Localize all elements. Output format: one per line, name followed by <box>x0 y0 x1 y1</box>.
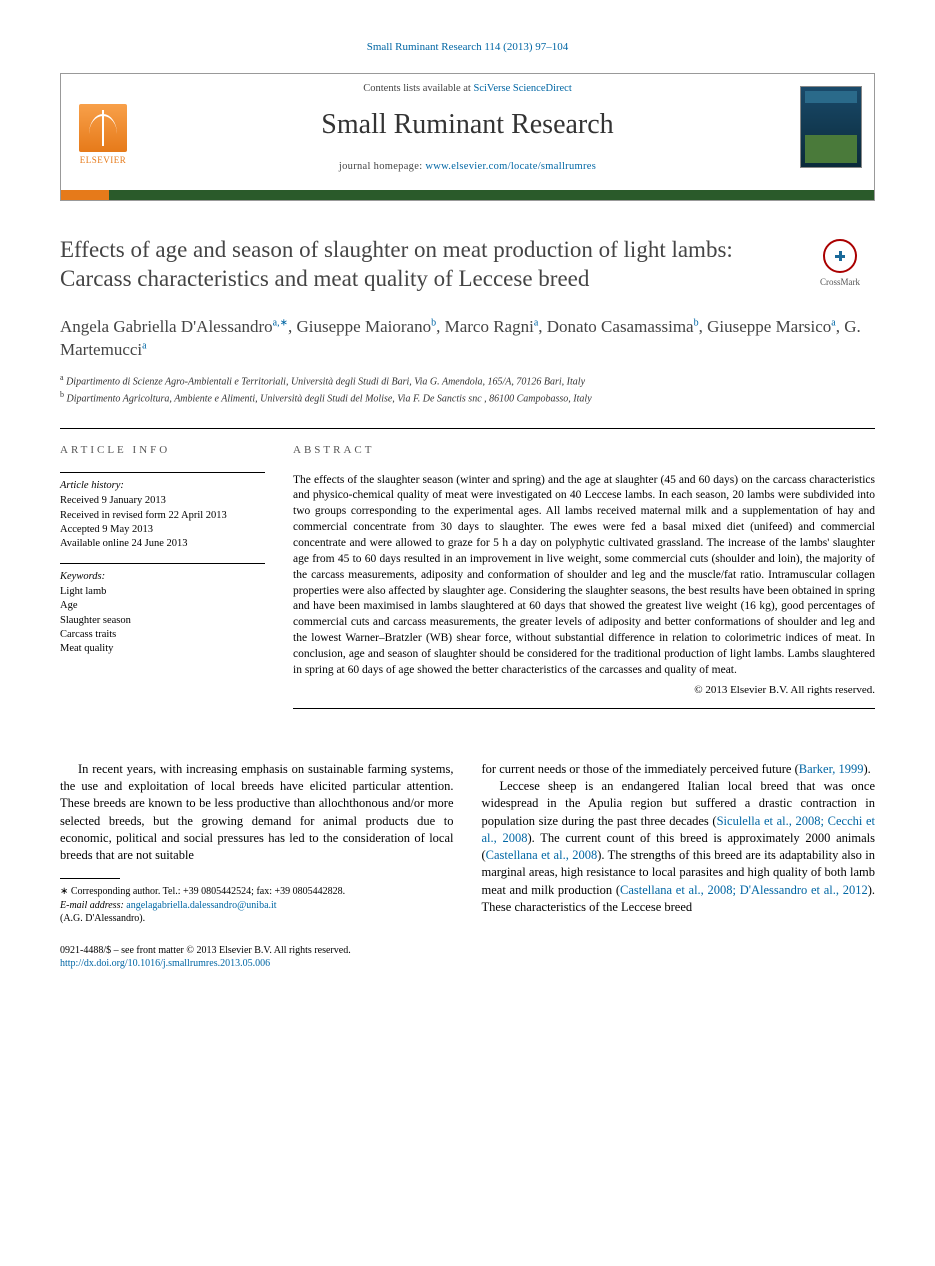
body-paragraph: In recent years, with increasing emphasi… <box>60 761 454 865</box>
crossmark-icon <box>823 239 857 273</box>
homepage-prefix: journal homepage: <box>339 161 425 172</box>
elsevier-tree-icon <box>79 104 127 152</box>
corresponding-author-note: ∗ Corresponding author. Tel.: +39 080544… <box>60 885 454 899</box>
corresponding-email-link[interactable]: angelagabriella.dalessandro@uniba.it <box>126 900 276 911</box>
abstract-copyright: © 2013 Elsevier B.V. All rights reserved… <box>293 683 875 698</box>
keywords-label: Keywords: <box>60 570 265 584</box>
body-right-column: for current needs or those of the immedi… <box>482 761 876 926</box>
publisher-logo-text: ELSEVIER <box>73 154 133 166</box>
citation-link[interactable]: Barker, 1999 <box>799 762 864 776</box>
publisher-logo: ELSEVIER <box>73 104 133 166</box>
keyword: Age <box>60 599 265 613</box>
contents-available-line: Contents lists available at SciVerse Sci… <box>151 82 784 96</box>
keyword: Slaughter season <box>60 614 265 628</box>
body-paragraph: for current needs or those of the immedi… <box>482 761 876 778</box>
abstract-text: The effects of the slaughter season (win… <box>293 473 875 679</box>
keywords-block: Keywords: Light lamb Age Slaughter seaso… <box>60 563 265 656</box>
article-title: Effects of age and season of slaughter o… <box>60 235 785 294</box>
email-line: E-mail address: angelagabriella.dalessan… <box>60 899 454 913</box>
contents-prefix: Contents lists available at <box>363 83 473 94</box>
journal-reference: Small Ruminant Research 114 (2013) 97–10… <box>60 40 875 55</box>
history-online: Available online 24 June 2013 <box>60 537 265 551</box>
affiliation-b: b Dipartimento Agricoltura, Ambiente e A… <box>60 389 875 406</box>
bar-orange <box>61 190 109 200</box>
bar-green <box>109 190 874 200</box>
body-left-column: In recent years, with increasing emphasi… <box>60 761 454 926</box>
history-accepted: Accepted 9 May 2013 <box>60 523 265 537</box>
crossmark-label: CrossMark <box>820 277 860 287</box>
history-received: Received 9 January 2013 <box>60 494 265 508</box>
journal-header-box: ELSEVIER Contents lists available at Sci… <box>60 73 875 201</box>
citation-link[interactable]: Castellana et al., 2008 <box>486 848 598 862</box>
header-color-bar <box>61 190 874 200</box>
affiliation-a: a Dipartimento di Scienze Agro-Ambiental… <box>60 372 875 389</box>
journal-name: Small Ruminant Research <box>151 106 784 144</box>
history-label: Article history: <box>60 479 265 493</box>
journal-homepage-link[interactable]: www.elsevier.com/locate/smallrumres <box>425 161 596 172</box>
author-list: Angela Gabriella D'Alessandroa,∗, Giusep… <box>60 316 875 362</box>
footnotes: ∗ Corresponding author. Tel.: +39 080544… <box>60 885 454 926</box>
sciencedirect-link[interactable]: SciVerse ScienceDirect <box>473 83 571 94</box>
body-text: for current needs or those of the immedi… <box>482 762 799 776</box>
article-info-heading: article info <box>60 443 265 458</box>
crossmark-badge[interactable]: CrossMark <box>805 235 875 294</box>
body-text: ). <box>864 762 871 776</box>
body-paragraph: Leccese sheep is an endangered Italian l… <box>482 778 876 916</box>
article-history-block: Article history: Received 9 January 2013… <box>60 472 265 551</box>
footnote-divider <box>60 878 120 879</box>
affiliations: a Dipartimento di Scienze Agro-Ambiental… <box>60 372 875 407</box>
abstract-column: abstract The effects of the slaughter se… <box>293 443 875 709</box>
page-footer: 0921-4488/$ – see front matter © 2013 El… <box>60 944 875 971</box>
body-columns: In recent years, with increasing emphasi… <box>60 761 875 926</box>
email-label: E-mail address: <box>60 900 126 911</box>
issn-copyright-line: 0921-4488/$ – see front matter © 2013 El… <box>60 944 875 958</box>
email-person: (A.G. D'Alessandro). <box>60 912 454 926</box>
abstract-heading: abstract <box>293 443 875 458</box>
article-info-column: article info Article history: Received 9… <box>60 443 265 709</box>
doi-link[interactable]: http://dx.doi.org/10.1016/j.smallrumres.… <box>60 958 270 969</box>
journal-cover-thumbnail <box>800 86 862 168</box>
abstract-divider <box>293 708 875 709</box>
homepage-line: journal homepage: www.elsevier.com/locat… <box>151 160 784 174</box>
citation-link[interactable]: Castellana et al., 2008; D'Alessandro et… <box>620 883 868 897</box>
keyword: Carcass traits <box>60 628 265 642</box>
keyword: Light lamb <box>60 585 265 599</box>
keyword: Meat quality <box>60 642 265 656</box>
history-revised: Received in revised form 22 April 2013 <box>60 509 265 523</box>
section-divider <box>60 428 875 429</box>
